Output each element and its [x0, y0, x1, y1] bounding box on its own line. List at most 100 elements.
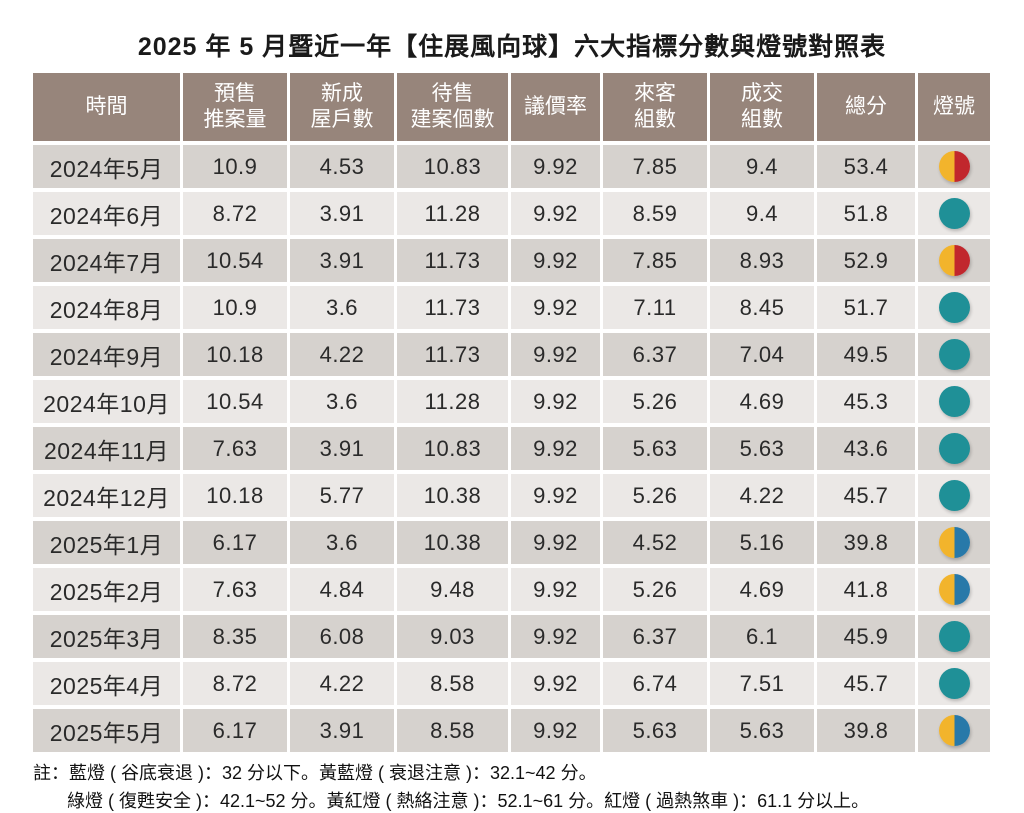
time-cell: 2024年5月: [33, 145, 180, 188]
value-cell: 10.83: [397, 427, 508, 470]
value-cell: 9.92: [511, 333, 600, 376]
value-cell: 10.9: [183, 286, 287, 329]
value-cell: 3.6: [290, 380, 394, 423]
status-light-cell: [918, 662, 990, 705]
status-light-cell: [918, 709, 990, 752]
value-cell: 39.8: [817, 521, 915, 564]
yellow-blue-light-icon: [938, 715, 970, 746]
status-light-cell: [918, 568, 990, 611]
value-cell: 7.04: [710, 333, 814, 376]
green-light-icon: [938, 480, 970, 511]
value-cell: 3.6: [290, 521, 394, 564]
value-cell: 5.63: [710, 709, 814, 752]
value-cell: 7.11: [603, 286, 707, 329]
value-cell: 8.35: [183, 615, 287, 658]
value-cell: 4.22: [710, 474, 814, 517]
value-cell: 41.8: [817, 568, 915, 611]
value-cell: 10.9: [183, 145, 287, 188]
value-cell: 6.08: [290, 615, 394, 658]
value-cell: 53.4: [817, 145, 915, 188]
header-cell-1: 預售 推案量: [183, 73, 287, 141]
status-light-cell: [918, 145, 990, 188]
value-cell: 5.16: [710, 521, 814, 564]
status-light-cell: [918, 427, 990, 470]
page-title: 2025 年 5 月暨近一年【住展風向球】六大指標分數與燈號對照表: [137, 33, 887, 61]
value-cell: 3.91: [290, 192, 394, 235]
header-cell-7: 總分: [817, 73, 915, 141]
green-light-icon: [938, 668, 970, 699]
time-cell: 2025年1月: [33, 521, 180, 564]
value-cell: 9.48: [397, 568, 508, 611]
header-cell-4: 議價率: [511, 73, 600, 141]
value-cell: 11.28: [397, 192, 508, 235]
time-cell: 2024年10月: [33, 380, 180, 423]
time-cell: 2025年5月: [33, 709, 180, 752]
value-cell: 9.92: [511, 474, 600, 517]
green-light-icon: [938, 386, 970, 417]
value-cell: 7.51: [710, 662, 814, 705]
value-cell: 6.37: [603, 615, 707, 658]
value-cell: 10.18: [183, 474, 287, 517]
value-cell: 8.58: [397, 709, 508, 752]
value-cell: 9.92: [511, 521, 600, 564]
header-cell-3: 待售 建案個數: [397, 73, 508, 141]
value-cell: 43.6: [817, 427, 915, 470]
time-cell: 2024年6月: [33, 192, 180, 235]
value-cell: 3.91: [290, 709, 394, 752]
value-cell: 9.03: [397, 615, 508, 658]
yellow-blue-light-icon: [938, 574, 970, 605]
status-light-cell: [918, 380, 990, 423]
value-cell: 9.92: [511, 192, 600, 235]
status-light-cell: [918, 521, 990, 564]
green-light-icon: [938, 621, 970, 652]
value-cell: 8.58: [397, 662, 508, 705]
value-cell: 10.54: [183, 239, 287, 282]
time-cell: 2025年2月: [33, 568, 180, 611]
value-cell: 9.92: [511, 380, 600, 423]
value-cell: 10.38: [397, 521, 508, 564]
value-cell: 4.22: [290, 662, 394, 705]
time-cell: 2024年11月: [33, 427, 180, 470]
value-cell: 4.53: [290, 145, 394, 188]
value-cell: 5.63: [710, 427, 814, 470]
value-cell: 11.73: [397, 286, 508, 329]
value-cell: 45.9: [817, 615, 915, 658]
value-cell: 9.92: [511, 286, 600, 329]
status-light-cell: [918, 615, 990, 658]
value-cell: 39.8: [817, 709, 915, 752]
time-cell: 2024年9月: [33, 333, 180, 376]
value-cell: 11.73: [397, 239, 508, 282]
indicator-table: 時間 預售 推案量 新成 屋戶數 待售 建案個數 議價率 來客 組數 成交 組數 總分 燈號 20…: [33, 73, 990, 752]
legend-note-line-1: 註：藍燈 ( 谷底衰退 )：32 分以下。黃藍燈 ( 衰退注意 )：32.1~4…: [33, 763, 597, 783]
value-cell: 4.52: [603, 521, 707, 564]
green-light-icon: [938, 198, 970, 229]
value-cell: 4.22: [290, 333, 394, 376]
value-cell: 7.85: [603, 239, 707, 282]
value-cell: 9.4: [710, 145, 814, 188]
value-cell: 9.92: [511, 615, 600, 658]
time-cell: 2024年7月: [33, 239, 180, 282]
legend-notes: 註：藍燈 ( 谷底衰退 )：32 分以下。黃藍燈 ( 衰退注意 )：32.1~4…: [33, 760, 1024, 813]
value-cell: 10.18: [183, 333, 287, 376]
value-cell: 9.92: [511, 662, 600, 705]
value-cell: 9.92: [511, 568, 600, 611]
value-cell: 5.63: [603, 709, 707, 752]
value-cell: 4.84: [290, 568, 394, 611]
value-cell: 8.93: [710, 239, 814, 282]
value-cell: 45.3: [817, 380, 915, 423]
value-cell: 9.4: [710, 192, 814, 235]
value-cell: 9.92: [511, 145, 600, 188]
value-cell: 10.38: [397, 474, 508, 517]
value-cell: 3.91: [290, 239, 394, 282]
time-cell: 2025年4月: [33, 662, 180, 705]
value-cell: 8.72: [183, 192, 287, 235]
value-cell: 7.63: [183, 568, 287, 611]
value-cell: 6.17: [183, 709, 287, 752]
time-cell: 2024年12月: [33, 474, 180, 517]
status-light-cell: [918, 192, 990, 235]
value-cell: 4.69: [710, 568, 814, 611]
value-cell: 6.1: [710, 615, 814, 658]
value-cell: 4.69: [710, 380, 814, 423]
value-cell: 7.63: [183, 427, 287, 470]
